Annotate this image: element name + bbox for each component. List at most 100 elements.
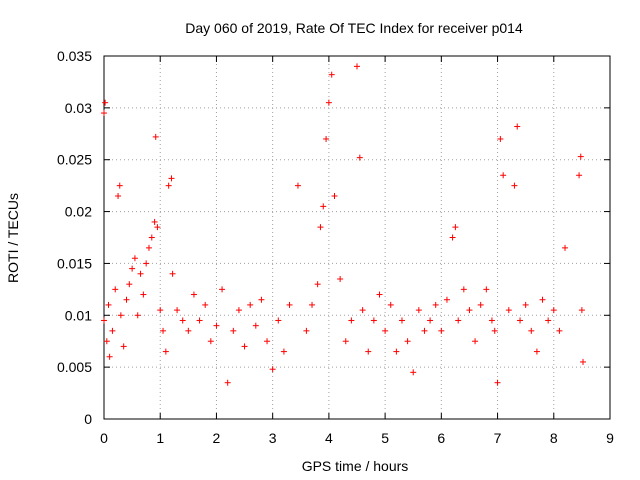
data-point — [348, 317, 355, 324]
data-point — [152, 133, 159, 140]
data-point — [539, 296, 546, 303]
data-point — [522, 301, 529, 308]
data-point — [148, 234, 155, 241]
data-point — [109, 327, 116, 334]
data-point — [528, 327, 535, 334]
y-tick-label: 0.015 — [57, 255, 92, 271]
data-point — [427, 317, 434, 324]
data-point — [168, 175, 175, 182]
data-point — [131, 255, 138, 262]
data-point — [157, 307, 164, 314]
data-point — [398, 317, 405, 324]
x-axis-label: GPS time / hours — [302, 458, 409, 474]
data-point — [410, 369, 417, 376]
data-point — [145, 244, 152, 251]
data-point — [219, 286, 226, 293]
data-point — [477, 301, 484, 308]
data-point — [264, 338, 271, 345]
data-point — [514, 123, 521, 130]
data-point — [580, 358, 587, 365]
data-point — [117, 312, 124, 319]
x-tick-label: 2 — [213, 430, 221, 446]
data-point — [101, 110, 107, 117]
data-point — [112, 286, 119, 293]
x-tick-label: 5 — [381, 430, 389, 446]
data-point — [151, 218, 158, 225]
data-point — [556, 327, 563, 334]
data-point — [241, 343, 248, 350]
data-point — [196, 317, 203, 324]
data-point — [472, 338, 479, 345]
data-point — [415, 307, 422, 314]
data-point — [286, 301, 293, 308]
data-point — [491, 327, 498, 334]
data-point — [500, 172, 507, 179]
data-point — [174, 307, 181, 314]
data-point — [376, 291, 383, 298]
data-point — [511, 182, 518, 189]
data-point — [320, 203, 327, 210]
data-point — [562, 244, 569, 251]
data-point — [169, 270, 176, 277]
data-point — [303, 327, 310, 334]
data-point — [213, 322, 220, 329]
data-point — [550, 307, 557, 314]
x-tick-label: 4 — [325, 430, 333, 446]
data-point — [331, 193, 338, 200]
data-point — [494, 379, 501, 386]
grid-lines — [104, 56, 610, 419]
x-tick-label: 1 — [156, 430, 164, 446]
data-point — [359, 307, 366, 314]
data-point — [137, 270, 144, 277]
data-point — [179, 317, 186, 324]
y-tick-label: 0 — [84, 411, 92, 427]
y-tick-label: 0.035 — [57, 48, 92, 64]
data-point — [102, 99, 109, 106]
data-point — [101, 317, 107, 324]
axis-ticks — [103, 55, 611, 420]
data-point — [438, 327, 445, 334]
data-point — [460, 286, 467, 293]
data-point — [578, 307, 585, 314]
data-point — [230, 327, 237, 334]
data-point — [154, 224, 161, 231]
y-axis-label: ROTI / TECUs — [5, 193, 21, 283]
data-point — [207, 338, 214, 345]
data-point — [103, 338, 110, 345]
data-point — [443, 296, 450, 303]
data-point — [449, 234, 456, 241]
data-point — [382, 327, 389, 334]
data-point — [483, 286, 490, 293]
data-point — [309, 301, 316, 308]
data-point — [162, 348, 169, 355]
x-tick-label: 9 — [606, 430, 614, 446]
data-point — [129, 265, 136, 272]
data-point — [258, 296, 265, 303]
data-point — [190, 291, 197, 298]
data-point — [404, 338, 411, 345]
data-point — [356, 154, 363, 161]
data-point — [317, 224, 324, 231]
x-tick-label: 6 — [437, 430, 445, 446]
data-point — [280, 348, 287, 355]
data-point — [354, 63, 360, 70]
data-point — [143, 260, 150, 267]
data-point — [576, 172, 583, 179]
data-point — [533, 348, 540, 355]
data-point — [370, 317, 377, 324]
data-point — [269, 366, 276, 373]
data-point — [235, 307, 242, 314]
data-points — [101, 63, 587, 386]
y-tick-label: 0.005 — [57, 359, 92, 375]
data-point — [252, 322, 259, 329]
data-point — [337, 275, 344, 282]
data-point — [120, 343, 127, 350]
data-point — [224, 379, 231, 386]
data-point — [387, 301, 394, 308]
data-point — [365, 348, 372, 355]
data-point — [294, 182, 301, 189]
data-point — [452, 224, 459, 231]
chart-title: Day 060 of 2019, Rate Of TEC Index for r… — [185, 20, 523, 36]
data-point — [505, 307, 512, 314]
data-point — [432, 301, 439, 308]
